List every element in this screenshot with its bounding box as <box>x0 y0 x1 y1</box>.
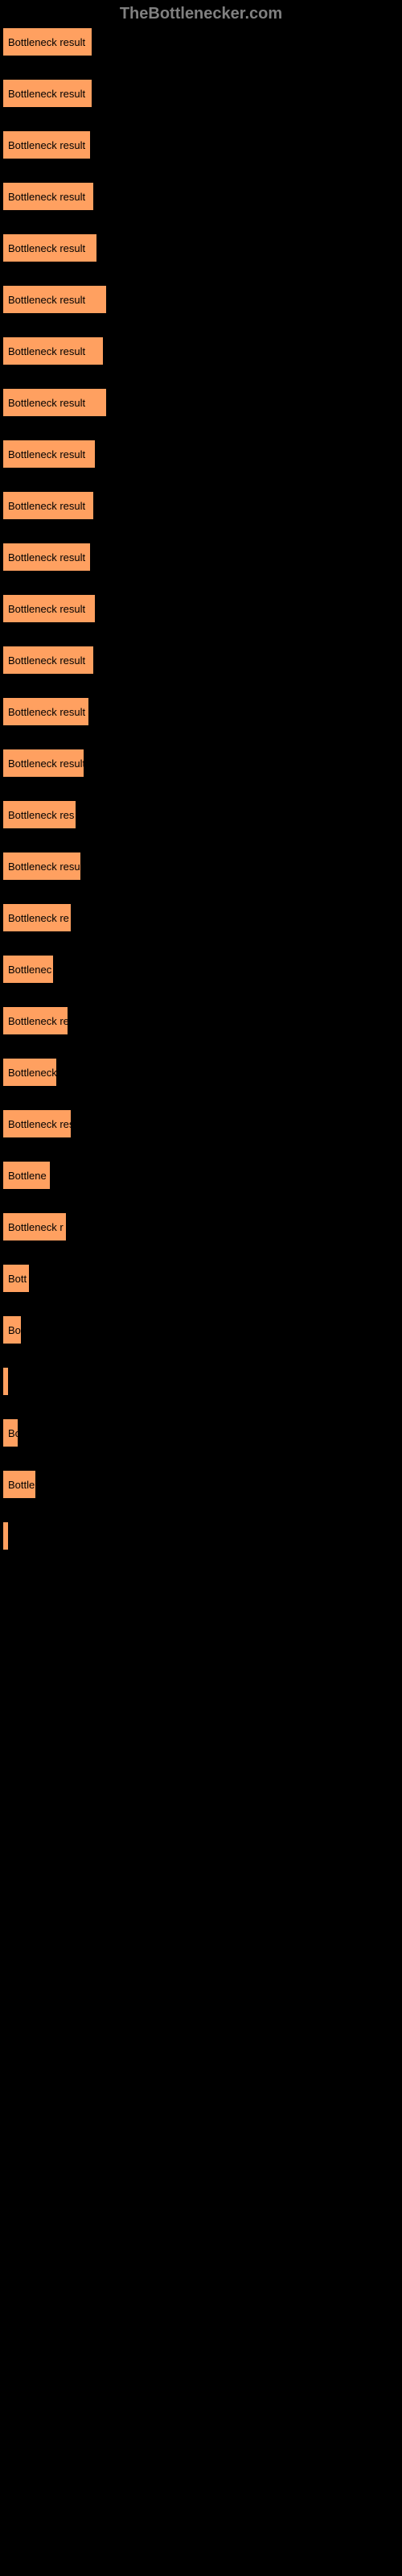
chart-bar: Bottleneck <box>3 1059 56 1086</box>
chart-bar: Bo <box>3 1316 21 1344</box>
bar-row: Bottleneck result <box>3 440 399 468</box>
bar-row: Bottleneck r <box>3 1213 399 1241</box>
bar-row: Bottleneck result <box>3 28 399 56</box>
bar-row: Bottleneck <box>3 1059 399 1086</box>
chart-bar: Bottleneck result <box>3 749 84 777</box>
site-header: TheBottlenecker.com <box>0 0 402 28</box>
bar-row: Bottleneck result <box>3 852 399 880</box>
chart-bar: Bottleneck result <box>3 337 103 365</box>
bar-label: Bo <box>8 1427 18 1439</box>
bar-row: Bottleneck res <box>3 1110 399 1137</box>
bar-label: Bottleneck result <box>8 603 85 615</box>
bar-label: Bottleneck result <box>8 861 80 873</box>
bar-row: Bottleneck re <box>3 904 399 931</box>
chart-bar: Bottleneck result <box>3 852 80 880</box>
bar-row: Bottle <box>3 1471 399 1498</box>
bar-row: Bottleneck result <box>3 749 399 777</box>
chart-bar: Bottleneck result <box>3 28 92 56</box>
bar-label: Bottleneck result <box>8 654 85 667</box>
chart-bar <box>3 1522 8 1550</box>
chart-bar: Bottleneck re <box>3 1007 68 1034</box>
bar-label: Bottleneck result <box>8 88 85 100</box>
chart-bar: Bottleneck result <box>3 698 88 725</box>
chart-bar: Bottleneck result <box>3 131 90 159</box>
bar-chart: Bottleneck result Bottleneck result Bottle… <box>0 28 402 1550</box>
bar-label: Bottleneck result <box>8 345 85 357</box>
bar-label: Bottleneck result <box>8 706 85 718</box>
chart-bar: Bottleneck result <box>3 389 106 416</box>
bar-label: Bo <box>8 1324 21 1336</box>
bar-row: Bo <box>3 1316 399 1344</box>
bar-row: Bottleneck result <box>3 286 399 313</box>
chart-bar: Bottleneck result <box>3 440 95 468</box>
bar-label: Bottleneck result <box>8 139 85 151</box>
bar-row: Bottleneck result <box>3 492 399 519</box>
bar-row: Bottleneck re <box>3 1007 399 1034</box>
bar-row: Bottleneck result <box>3 337 399 365</box>
bar-label: Bottleneck result <box>8 191 85 203</box>
bar-row: Bottleneck result <box>3 595 399 622</box>
bar-label: Bottleneck result <box>8 448 85 460</box>
bar-label: Bottleneck r <box>8 1221 64 1233</box>
chart-bar: Bottlenec <box>3 956 53 983</box>
chart-bar: Bottleneck result <box>3 646 93 674</box>
bar-row: Bottleneck res <box>3 801 399 828</box>
bar-row: Bottlenec <box>3 956 399 983</box>
bar-row: Bottleneck result <box>3 698 399 725</box>
chart-bar: Bott <box>3 1265 29 1292</box>
bar-label: Bottleneck result <box>8 294 85 306</box>
chart-bar: Bottleneck result <box>3 595 95 622</box>
bar-label: Bottlenec <box>8 964 51 976</box>
chart-bar: Bo <box>3 1419 18 1447</box>
chart-bar: Bottleneck result <box>3 492 93 519</box>
bar-label: Bottleneck <box>8 1067 56 1079</box>
bar-label: Bottleneck res <box>8 1118 71 1130</box>
chart-bar: Bottleneck result <box>3 286 106 313</box>
chart-bar: Bottleneck re <box>3 904 71 931</box>
bar-label: Bottleneck result <box>8 36 85 48</box>
bar-label: Bottleneck result <box>8 397 85 409</box>
bar-label: Bottleneck res <box>8 809 74 821</box>
chart-bar <box>3 1368 8 1395</box>
bar-label: Bottleneck re <box>8 1015 68 1027</box>
chart-bar: Bottleneck result <box>3 234 96 262</box>
bar-row <box>3 1522 399 1550</box>
chart-bar: Bottleneck result <box>3 543 90 571</box>
chart-bar: Bottleneck r <box>3 1213 66 1241</box>
bar-row: Bottleneck result <box>3 646 399 674</box>
bar-label: Bottleneck re <box>8 912 69 924</box>
chart-bar: Bottleneck res <box>3 1110 71 1137</box>
bar-row: Bottlene <box>3 1162 399 1189</box>
chart-bar: Bottleneck res <box>3 801 76 828</box>
site-title: TheBottlenecker.com <box>120 5 282 23</box>
bar-row: Bottleneck result <box>3 389 399 416</box>
bar-row <box>3 1368 399 1395</box>
bar-row: Bo <box>3 1419 399 1447</box>
bar-row: Bottleneck result <box>3 131 399 159</box>
chart-bar: Bottlene <box>3 1162 50 1189</box>
chart-bar: Bottleneck result <box>3 183 93 210</box>
bar-label: Bottle <box>8 1479 35 1491</box>
bar-label: Bottleneck result <box>8 758 84 770</box>
bar-row: Bottleneck result <box>3 183 399 210</box>
chart-bar: Bottleneck result <box>3 80 92 107</box>
bar-label: Bottleneck result <box>8 551 85 564</box>
bar-label: Bottlene <box>8 1170 47 1182</box>
bar-label: Bottleneck result <box>8 500 85 512</box>
bar-label: Bott <box>8 1273 27 1285</box>
bar-row: Bottleneck result <box>3 80 399 107</box>
bar-row: Bottleneck result <box>3 234 399 262</box>
bar-row: Bottleneck result <box>3 543 399 571</box>
chart-bar: Bottle <box>3 1471 35 1498</box>
bar-label: Bottleneck result <box>8 242 85 254</box>
bar-row: Bott <box>3 1265 399 1292</box>
